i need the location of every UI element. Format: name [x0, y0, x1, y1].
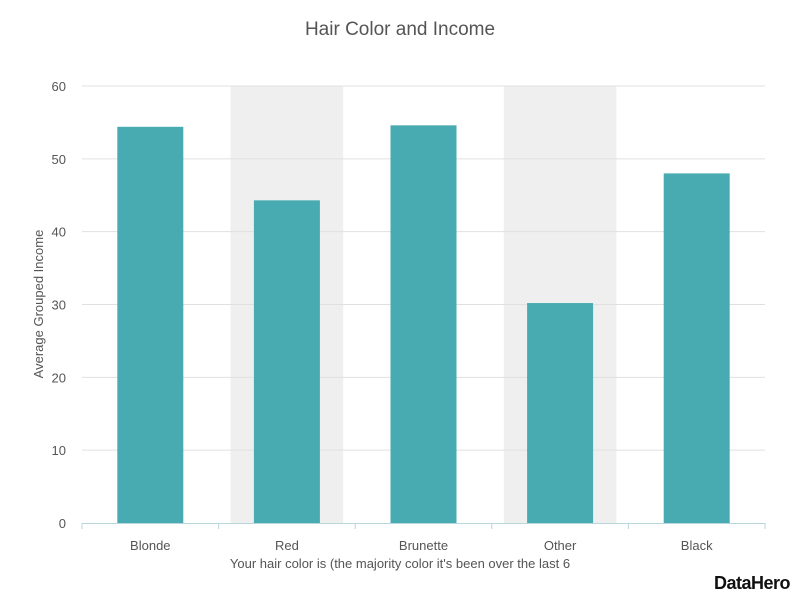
x-tick-label: Other: [544, 538, 577, 553]
y-tick-label: 20: [52, 370, 66, 385]
x-tick-label: Black: [681, 538, 713, 553]
x-axis: Blonde Red Brunette Other Black: [81, 523, 766, 553]
y-tick-label: 60: [52, 79, 66, 94]
y-axis-label: Average Grouped Income: [31, 230, 46, 379]
x-tick-label: Brunette: [399, 538, 448, 553]
datahero-logo: DataHero: [713, 573, 791, 593]
x-axis-label: Your hair color is (the majority color i…: [230, 556, 570, 571]
bar-brunette: [390, 125, 457, 523]
y-axis: 0 10 20 30 40 50 60: [52, 79, 66, 531]
y-tick-label: 30: [52, 298, 66, 313]
x-tick-label: Blonde: [130, 538, 170, 553]
bar-black: [663, 173, 730, 523]
x-tick-label: Red: [275, 538, 299, 553]
y-tick-label: 10: [52, 443, 66, 458]
y-tick-label: 50: [52, 152, 66, 167]
bars: [117, 125, 730, 523]
bar-blonde: [117, 126, 184, 523]
bar-red: [253, 200, 320, 523]
y-tick-label: 0: [59, 516, 66, 531]
y-tick-label: 40: [52, 225, 66, 240]
chart-title: Hair Color and Income: [305, 19, 495, 40]
bar-other: [527, 303, 594, 523]
